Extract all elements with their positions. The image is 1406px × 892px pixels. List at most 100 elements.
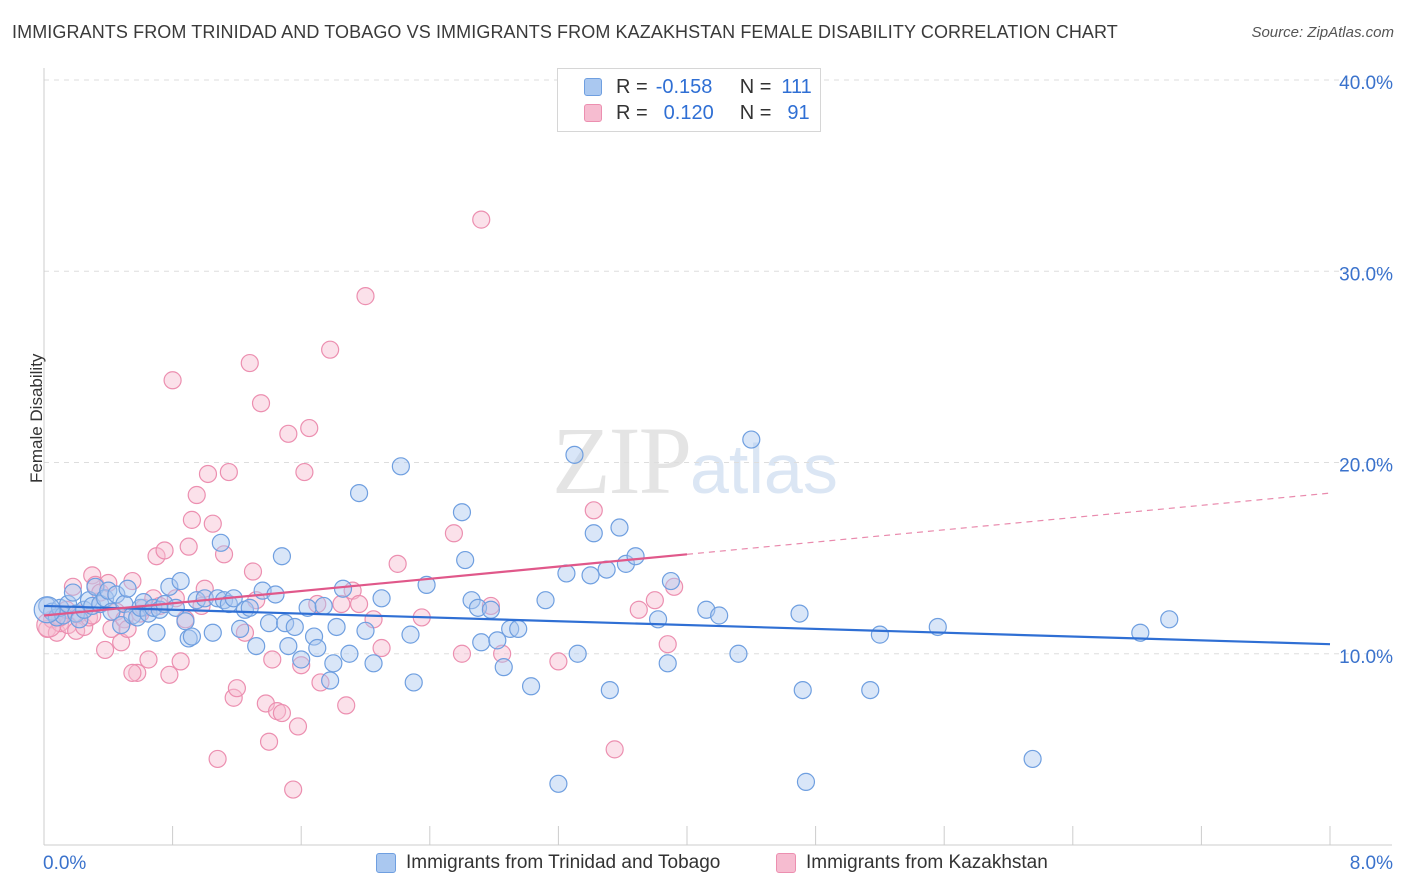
source-credit: Source: ZipAtlas.com [1251, 24, 1394, 41]
chart-title: IMMIGRANTS FROM TRINIDAD AND TOBAGO VS I… [12, 22, 1118, 42]
data-point-trinidad [247, 636, 266, 656]
data-point-kazakhstan [295, 462, 314, 482]
data-point-trinidad [259, 614, 279, 633]
data-point-trinidad [63, 583, 83, 602]
data-point-kazakhstan [645, 591, 664, 610]
y-tick-label: 30.0% [1339, 264, 1393, 285]
data-point-trinidad [321, 671, 340, 690]
data-point-kazakhstan [452, 644, 472, 663]
data-point-trinidad [160, 577, 179, 596]
data-point-trinidad [285, 617, 304, 637]
data-point-trinidad [488, 631, 507, 650]
data-point-kazakhstan [259, 732, 279, 751]
series-legend-label: Immigrants from Kazakhstan [806, 852, 1048, 873]
data-point-kazakhstan [227, 679, 246, 698]
data-point-kazakhstan [63, 577, 83, 596]
correlation-legend: R = -0.158 N = 111 R = 0.120 N = 91 [557, 68, 821, 132]
data-point-trinidad [203, 623, 222, 642]
data-point-kazakhstan [123, 663, 142, 682]
data-point-kazakhstan [128, 663, 147, 682]
data-point-trinidad [279, 636, 298, 656]
data-point-kazakhstan [272, 703, 292, 723]
legend-r-value: -0.158 [655, 75, 713, 98]
data-point-kazakhstan [472, 210, 491, 229]
series-legend-item-trinidad[interactable]: Immigrants from Trinidad and Tobago [376, 852, 720, 874]
series-legend-swatch-pink [776, 853, 796, 873]
data-point-kazakhstan [219, 462, 238, 482]
legend-r-value: 0.120 [663, 101, 714, 124]
data-point-trinidad [70, 610, 89, 629]
data-point-kazakhstan [251, 394, 271, 413]
data-point-kazakhstan [95, 640, 115, 660]
series-trinidad-points [33, 430, 1179, 793]
data-point-trinidad [308, 638, 327, 658]
data-point-trinidad [626, 547, 645, 566]
data-point-trinidad [610, 518, 629, 537]
legend-r-label: R = [616, 75, 648, 98]
data-point-kazakhstan [349, 594, 369, 614]
data-point-trinidad [549, 774, 568, 793]
y-tick-label: 20.0% [1339, 456, 1393, 477]
data-point-kazakhstan [658, 635, 677, 654]
watermark-atlas: atlas [690, 430, 838, 508]
legend-row-kazakhstan: R = 0.120 N = 91 [584, 100, 810, 126]
data-point-kazakhstan [187, 485, 206, 505]
legend-n-value: 111 [781, 75, 812, 98]
data-point-trinidad [333, 579, 353, 598]
tick-labels: 10.0% 20.0% 30.0% 40.0% 0.0% 8.0% [43, 73, 1393, 874]
data-point-trinidad [404, 673, 423, 692]
data-point-trinidad [324, 654, 343, 673]
data-point-kazakhstan [214, 545, 234, 564]
data-point-trinidad [349, 484, 369, 503]
data-point-trinidad [481, 600, 500, 619]
data-point-trinidad-cluster [33, 596, 61, 624]
data-point-kazakhstan [288, 717, 308, 736]
series-legend: Immigrants from Trinidad and Tobago Immi… [0, 852, 1406, 878]
data-point-trinidad [557, 564, 576, 583]
data-point-kazakhstan [224, 688, 243, 707]
data-point-trinidad [597, 560, 616, 579]
data-point-trinidad [314, 596, 333, 616]
data-point-trinidad [276, 614, 295, 633]
data-point-kazakhstan [263, 650, 282, 669]
data-point-kazakhstan [179, 537, 198, 556]
data-point-trinidad [179, 629, 198, 648]
watermark: ZIPatlas [552, 405, 838, 516]
data-point-trinidad [147, 623, 166, 642]
data-point-trinidad [240, 598, 259, 617]
legend-n-label: N = [739, 101, 772, 124]
data-point-kazakhstan [279, 424, 298, 443]
data-point-trinidad [793, 680, 812, 700]
data-point-kazakhstan [198, 464, 218, 484]
data-point-trinidad [472, 633, 491, 652]
data-point-kazakhstan [155, 541, 174, 560]
data-point-trinidad [581, 566, 600, 585]
data-point-trinidad [327, 617, 346, 637]
axes [43, 68, 1392, 846]
data-point-trinidad [870, 625, 890, 644]
y-axis-label: Female Disability [27, 353, 46, 483]
series-legend-item-kazakhstan[interactable]: Immigrants from Kazakhstan [776, 852, 1048, 874]
trend-line-kazakhstan [43, 553, 688, 617]
data-point-kazakhstan [584, 501, 603, 520]
data-point-trinidad [417, 575, 436, 595]
data-point-trinidad [1023, 749, 1042, 769]
data-point-kazakhstan [337, 696, 356, 715]
legend-swatch-blue [584, 78, 602, 96]
data-point-kazakhstan [182, 510, 201, 529]
data-point-trinidad [796, 772, 816, 791]
data-point-trinidad [661, 571, 681, 591]
data-point-trinidad [211, 533, 230, 552]
data-point-kazakhstan [372, 638, 391, 658]
trend-line-kazakhstan-extension [686, 492, 1331, 555]
data-point-kazakhstan [171, 652, 190, 671]
data-point-trinidad [452, 503, 472, 522]
series-legend-swatch-blue [376, 853, 396, 873]
data-point-trinidad [600, 680, 619, 700]
data-point-kazakhstan [160, 665, 179, 684]
data-point-trinidad [509, 619, 528, 638]
data-point-trinidad [356, 621, 375, 640]
trend-line-trinidad [43, 604, 1331, 646]
data-point-trinidad [182, 627, 201, 646]
